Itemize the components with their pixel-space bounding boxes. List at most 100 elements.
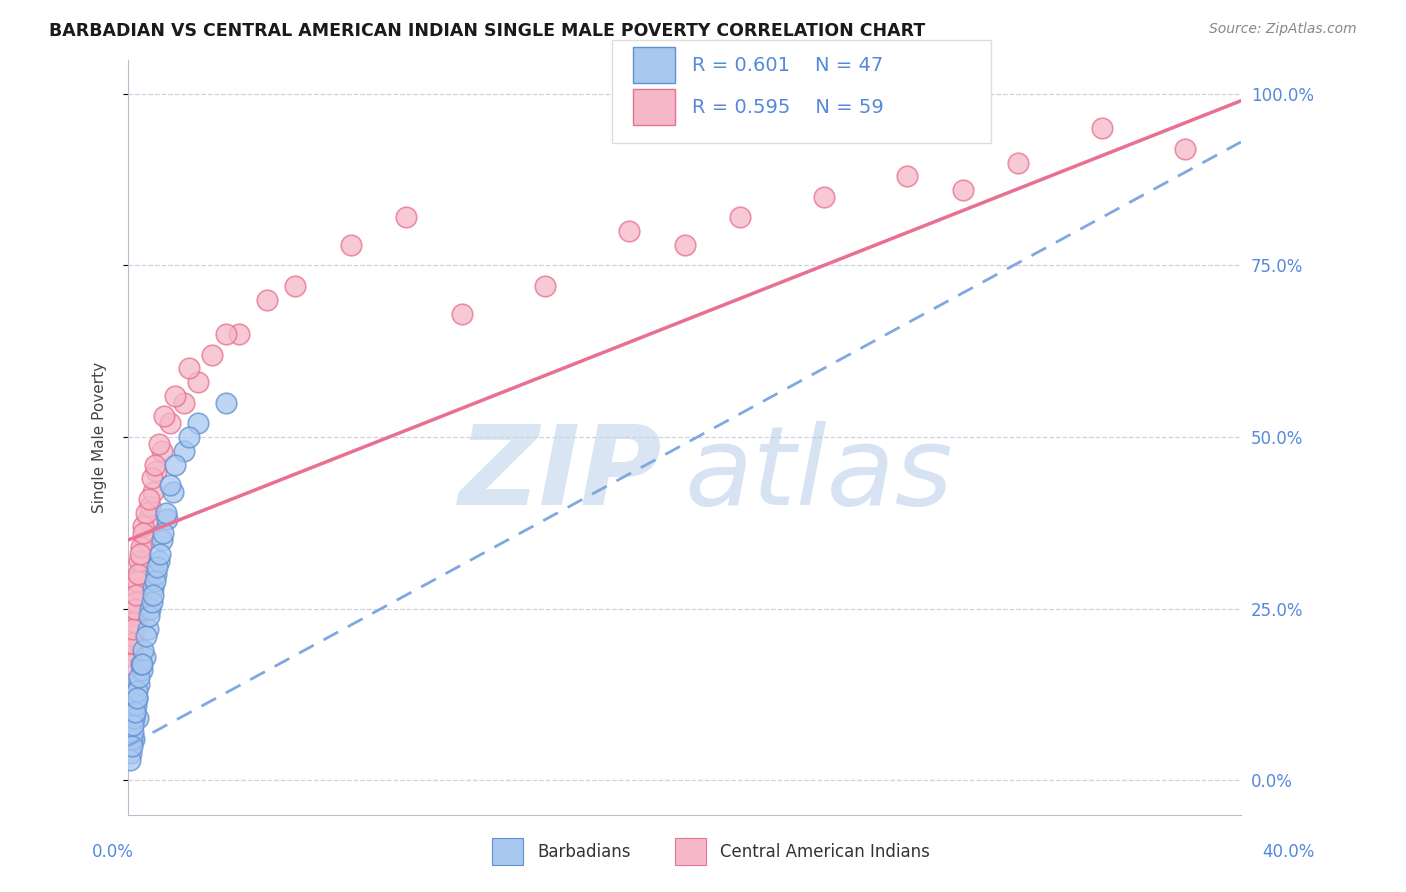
Point: [121, 732, 143, 747]
Point: [128, 553, 150, 567]
Point: [125, 588, 148, 602]
Point: [121, 622, 143, 636]
Point: [534, 279, 557, 293]
Point: [155, 506, 177, 520]
Text: BARBADIAN VS CENTRAL AMERICAN INDIAN SINGLE MALE POVERTY CORRELATION CHART: BARBADIAN VS CENTRAL AMERICAN INDIAN SIN…: [49, 22, 925, 40]
Point: [127, 608, 149, 623]
Y-axis label: Single Male Poverty: Single Male Poverty: [93, 361, 107, 513]
Point: [142, 485, 165, 500]
Point: [813, 190, 835, 204]
Point: [896, 169, 918, 184]
Point: [129, 657, 152, 671]
Point: [256, 293, 278, 307]
Point: [128, 567, 150, 582]
Point: [228, 327, 250, 342]
Point: [165, 458, 187, 472]
Point: [125, 581, 148, 595]
Point: [673, 238, 696, 252]
Point: [159, 478, 181, 492]
Point: [139, 499, 162, 513]
Point: [187, 417, 209, 431]
Point: [141, 595, 163, 609]
Point: [152, 526, 174, 541]
Point: [149, 547, 172, 561]
Point: [128, 677, 150, 691]
Point: [121, 739, 143, 753]
Point: [143, 574, 166, 589]
Text: ZIP: ZIP: [458, 421, 662, 528]
Text: Barbadians: Barbadians: [537, 843, 631, 861]
Text: R = 0.601    N = 47: R = 0.601 N = 47: [692, 55, 883, 75]
Point: [284, 279, 307, 293]
Point: [121, 636, 143, 650]
Text: 40.0%: 40.0%: [1263, 843, 1315, 861]
Point: [142, 581, 165, 595]
Point: [159, 417, 181, 431]
Point: [139, 601, 162, 615]
Point: [187, 375, 209, 389]
Point: [125, 690, 148, 705]
Point: [129, 540, 152, 554]
Point: [148, 437, 170, 451]
Point: [122, 649, 145, 664]
Point: [124, 601, 146, 615]
Text: R = 0.595    N = 59: R = 0.595 N = 59: [692, 97, 883, 117]
Point: [131, 526, 153, 541]
Point: [127, 567, 149, 582]
Point: [120, 746, 142, 760]
Point: [120, 753, 142, 767]
Point: [122, 725, 145, 739]
Point: [125, 690, 148, 705]
Point: [125, 595, 148, 609]
Point: [165, 389, 187, 403]
Point: [1007, 155, 1029, 169]
Point: [120, 636, 142, 650]
Point: [120, 657, 142, 671]
Point: [124, 601, 146, 615]
Point: [124, 615, 146, 630]
Point: [179, 430, 201, 444]
Point: [138, 491, 160, 506]
Point: [134, 533, 156, 547]
Point: [122, 718, 145, 732]
Point: [135, 506, 157, 520]
Point: [145, 567, 167, 582]
Point: [128, 547, 150, 561]
Point: [122, 622, 145, 636]
Point: [952, 183, 974, 197]
Point: [148, 553, 170, 567]
Point: [135, 629, 157, 643]
Point: [162, 485, 184, 500]
Point: [138, 608, 160, 623]
Point: [141, 471, 163, 485]
Point: [728, 211, 751, 225]
Point: [122, 629, 145, 643]
Point: [132, 643, 155, 657]
Point: [124, 705, 146, 719]
Point: [121, 718, 143, 732]
Point: [131, 657, 153, 671]
Text: Central American Indians: Central American Indians: [720, 843, 929, 861]
Point: [339, 238, 361, 252]
Point: [201, 348, 224, 362]
Point: [120, 739, 142, 753]
Point: [142, 588, 165, 602]
Point: [131, 553, 153, 567]
Point: [125, 698, 148, 712]
Point: [121, 643, 143, 657]
Point: [214, 327, 236, 342]
Point: [122, 732, 145, 747]
Point: [153, 409, 176, 424]
Text: atlas: atlas: [685, 421, 953, 528]
Point: [173, 443, 195, 458]
Point: [143, 458, 166, 472]
Text: 0.0%: 0.0%: [91, 843, 134, 861]
Point: [136, 622, 159, 636]
Point: [134, 649, 156, 664]
Point: [1091, 121, 1114, 136]
Point: [156, 512, 179, 526]
Point: [150, 443, 173, 458]
Point: [617, 224, 640, 238]
Point: [395, 211, 418, 225]
Point: [125, 684, 148, 698]
